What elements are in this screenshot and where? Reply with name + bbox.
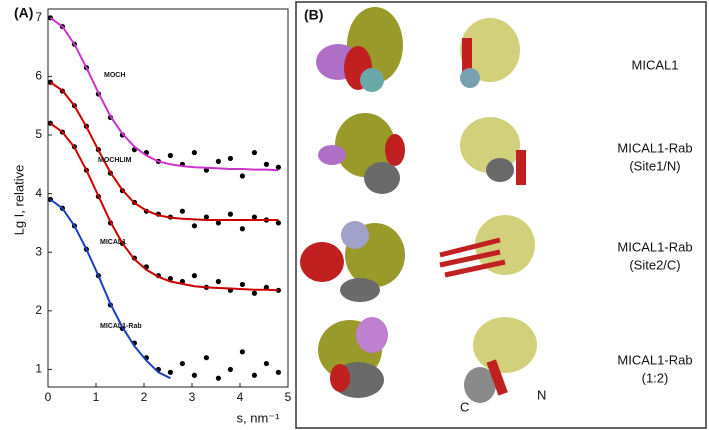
- surface-model: [318, 113, 405, 194]
- x-tick-label: 4: [237, 390, 244, 404]
- x-tick-label: 1: [93, 390, 100, 404]
- fit-curve: [49, 122, 279, 292]
- terminus-label: N: [537, 387, 546, 402]
- y-tick-label: 1: [35, 362, 42, 376]
- surface-model: [318, 317, 388, 398]
- panel-label: (A): [14, 5, 33, 21]
- ribbon-model: [460, 18, 520, 88]
- data-point: [227, 366, 233, 373]
- data-point: [191, 149, 197, 156]
- data-point: [251, 290, 257, 296]
- curve-label: MICAL1: [100, 239, 126, 246]
- data-point: [263, 161, 269, 167]
- data-point: [263, 360, 269, 367]
- ribbon-model: [439, 215, 535, 278]
- data-point: [239, 349, 245, 355]
- molecule-images: [300, 7, 537, 403]
- fit-curve: [49, 198, 171, 380]
- plot-frame: [47, 8, 289, 388]
- construct-label: MICAL1-Rab: [617, 140, 692, 155]
- y-tick-label: 6: [35, 69, 42, 83]
- data-point: [227, 155, 233, 162]
- y-tick-label: 2: [35, 303, 42, 317]
- data-point: [275, 164, 281, 170]
- construct-label: MICAL1-Rab: [617, 239, 692, 254]
- data-point: [251, 372, 257, 378]
- data-point: [191, 273, 197, 279]
- x-axis-label: s, nm⁻¹: [237, 410, 281, 425]
- data-point: [179, 360, 185, 367]
- construct-label: (Site2/C): [629, 257, 680, 272]
- y-axis-label: Lg I, relative: [11, 165, 26, 236]
- construct-label: MICAL1: [632, 57, 679, 72]
- data-point: [275, 220, 281, 226]
- data-point: [179, 208, 185, 214]
- data-point: [191, 223, 197, 229]
- data-point: [251, 214, 257, 220]
- data-point: [203, 214, 209, 220]
- data-point: [251, 149, 257, 156]
- data-point: [239, 173, 245, 179]
- construct-label: MICAL1-Rab: [617, 352, 692, 367]
- fit-curve: [49, 81, 279, 221]
- data-point: [215, 220, 221, 226]
- y-tick-label: 4: [35, 186, 42, 200]
- y-tick-label: 3: [35, 244, 42, 258]
- terminus-label: C: [460, 399, 469, 414]
- data-point: [167, 369, 173, 375]
- data-point: [275, 369, 281, 375]
- ribbon-model: [464, 317, 537, 403]
- data-point: [239, 226, 245, 232]
- data-point: [191, 372, 197, 378]
- curve-label: MICAL1-Rab: [100, 323, 142, 330]
- ribbon-model: [460, 117, 526, 185]
- data-point: [215, 158, 221, 164]
- curve-label: MOCH: [104, 72, 125, 79]
- y-tick-label: 5: [35, 127, 42, 141]
- data-point: [167, 152, 173, 159]
- surface-model: [316, 7, 403, 92]
- x-tick-label: 3: [189, 390, 196, 404]
- curve-label: MOCHLIM: [98, 157, 132, 164]
- data-point: [239, 281, 245, 288]
- data-point: [275, 287, 281, 293]
- construct-label: (1:2): [642, 370, 669, 385]
- data-point: [215, 278, 221, 285]
- panel-label: (B): [304, 7, 323, 23]
- data-point: [215, 375, 221, 381]
- fit-curve: [49, 16, 279, 172]
- data-point: [263, 284, 269, 290]
- data-point: [203, 355, 209, 361]
- x-tick-label: 5: [285, 390, 292, 404]
- panel-b-frame: [295, 1, 707, 429]
- data-point: [227, 211, 233, 217]
- construct-label: (Site1/N): [629, 158, 680, 173]
- y-tick-label: 7: [35, 10, 42, 24]
- x-tick-label: 2: [141, 390, 148, 404]
- x-tick-label: 0: [45, 390, 52, 404]
- data-point: [167, 275, 173, 282]
- surface-model: [300, 221, 405, 302]
